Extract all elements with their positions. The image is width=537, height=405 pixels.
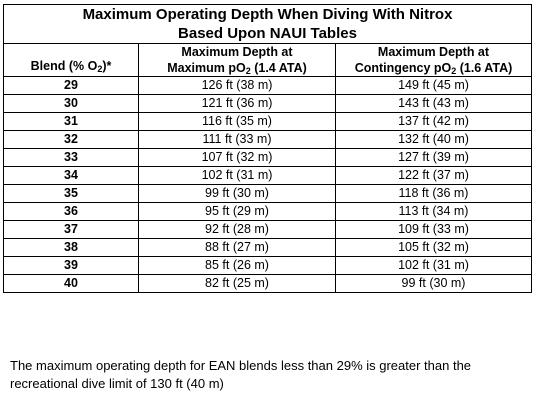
table-row: 30 121 ft (36 m) 143 ft (43 m) bbox=[3, 94, 532, 113]
column-header-max-depth: Maximum Depth at Maximum pO2 (1.4 ATA) bbox=[138, 43, 336, 77]
table-row: 36 95 ft (29 m) 113 ft (34 m) bbox=[3, 202, 532, 221]
max-depth-cell: 95 ft (29 m) bbox=[138, 202, 336, 221]
table-row: 31 116 ft (35 m) 137 ft (42 m) bbox=[3, 112, 532, 131]
table-row: 40 82 ft (25 m) 99 ft (30 m) bbox=[3, 274, 532, 293]
table-title-line-1: Maximum Operating Depth When Diving With… bbox=[82, 6, 453, 23]
column-header-blend: Blend (% O2)* bbox=[3, 43, 139, 77]
table-row: 37 92 ft (28 m) 109 ft (33 m) bbox=[3, 220, 532, 239]
blend-cell: 29 bbox=[3, 76, 139, 95]
blend-cell: 36 bbox=[3, 202, 139, 221]
contingency-depth-cell: 149 ft (45 m) bbox=[335, 76, 532, 95]
blend-cell: 33 bbox=[3, 148, 139, 167]
column-header-row: Blend (% O2)* Maximum Depth at Maximum p… bbox=[3, 43, 532, 77]
contingency-depth-cell: 105 ft (32 m) bbox=[335, 238, 532, 257]
blend-cell: 37 bbox=[3, 220, 139, 239]
blend-cell: 40 bbox=[3, 274, 139, 293]
blend-cell: 38 bbox=[3, 238, 139, 257]
nitrox-depth-table-container: Maximum Operating Depth When Diving With… bbox=[3, 4, 532, 293]
max-depth-cell: 121 ft (36 m) bbox=[138, 94, 336, 113]
contingency-depth-cell: 122 ft (37 m) bbox=[335, 166, 532, 185]
contingency-depth-cell: 118 ft (36 m) bbox=[335, 184, 532, 203]
table-row: 38 88 ft (27 m) 105 ft (32 m) bbox=[3, 238, 532, 257]
max-depth-cell: 85 ft (26 m) bbox=[138, 256, 336, 275]
contingency-depth-cell: 109 ft (33 m) bbox=[335, 220, 532, 239]
max-depth-cell: 99 ft (30 m) bbox=[138, 184, 336, 203]
contingency-depth-cell: 143 ft (43 m) bbox=[335, 94, 532, 113]
column-header-contingency-depth: Maximum Depth at Contingency pO2 (1.6 AT… bbox=[335, 43, 532, 77]
max-depth-cell: 92 ft (28 m) bbox=[138, 220, 336, 239]
blend-cell: 32 bbox=[3, 130, 139, 149]
nitrox-depth-table: Maximum Operating Depth When Diving With… bbox=[3, 4, 532, 293]
table-title: Maximum Operating Depth When Diving With… bbox=[3, 4, 532, 44]
max-depth-cell: 88 ft (27 m) bbox=[138, 238, 336, 257]
contingency-depth-cell: 137 ft (42 m) bbox=[335, 112, 532, 131]
contingency-depth-cell: 113 ft (34 m) bbox=[335, 202, 532, 221]
blend-cell: 34 bbox=[3, 166, 139, 185]
footnote-text: The maximum operating depth for EAN blen… bbox=[10, 358, 472, 391]
blend-cell: 30 bbox=[3, 94, 139, 113]
contingency-depth-cell: 132 ft (40 m) bbox=[335, 130, 532, 149]
contingency-depth-cell: 127 ft (39 m) bbox=[335, 148, 532, 167]
max-depth-cell: 102 ft (31 m) bbox=[138, 166, 336, 185]
blend-cell: 39 bbox=[3, 256, 139, 275]
max-depth-cell: 107 ft (32 m) bbox=[138, 148, 336, 167]
max-depth-cell: 82 ft (25 m) bbox=[138, 274, 336, 293]
table-row: 39 85 ft (26 m) 102 ft (31 m) bbox=[3, 256, 532, 275]
max-depth-cell: 126 ft (38 m) bbox=[138, 76, 336, 95]
table-title-line-2: Based Upon NAUI Tables bbox=[178, 25, 357, 42]
table-row: 29 126 ft (38 m) 149 ft (45 m) bbox=[3, 76, 532, 95]
max-depth-cell: 116 ft (35 m) bbox=[138, 112, 336, 131]
contingency-depth-cell: 99 ft (30 m) bbox=[335, 274, 532, 293]
table-row: 32 111 ft (33 m) 132 ft (40 m) bbox=[3, 130, 532, 149]
blend-cell: 35 bbox=[3, 184, 139, 203]
table-row: 33 107 ft (32 m) 127 ft (39 m) bbox=[3, 148, 532, 167]
table-row: 34 102 ft (31 m) 122 ft (37 m) bbox=[3, 166, 532, 185]
table-row: 35 99 ft (30 m) 118 ft (36 m) bbox=[3, 184, 532, 203]
blend-cell: 31 bbox=[3, 112, 139, 131]
contingency-depth-cell: 102 ft (31 m) bbox=[335, 256, 532, 275]
table-title-row: Maximum Operating Depth When Diving With… bbox=[3, 4, 532, 44]
max-depth-cell: 111 ft (33 m) bbox=[138, 130, 336, 149]
